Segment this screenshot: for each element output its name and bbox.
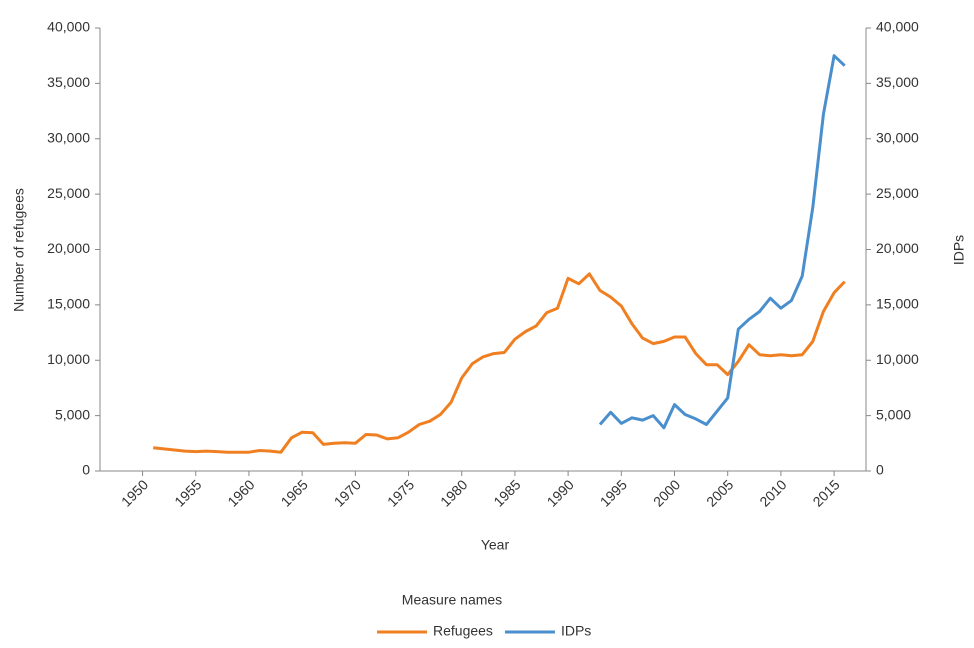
y2-tick-label: 30,000: [876, 129, 919, 145]
x-tick-label: 1990: [544, 476, 577, 509]
x-tick-label: 2005: [703, 476, 736, 509]
y-tick-label: 5,000: [55, 406, 90, 422]
x-tick-label: 1955: [171, 476, 204, 509]
y-tick-label: 10,000: [47, 351, 90, 367]
y2-tick-label: 25,000: [876, 185, 919, 201]
x-axis-title: Year: [481, 537, 510, 553]
x-tick-label: 1985: [490, 476, 523, 509]
legend-title: Measure names: [402, 592, 502, 608]
legend-label: Refugees: [433, 623, 493, 639]
y-tick-label: 20,000: [47, 240, 90, 256]
y-tick-label: 15,000: [47, 296, 90, 312]
x-tick-label: 1950: [118, 476, 151, 509]
y2-tick-label: 40,000: [876, 19, 919, 35]
x-tick-label: 1960: [224, 476, 257, 509]
y2-tick-label: 0: [876, 462, 884, 478]
series-line: [153, 272, 846, 454]
y-tick-label: 35,000: [47, 74, 90, 90]
y2-axis-title: IDPs: [951, 235, 967, 265]
x-tick-label: 2010: [756, 476, 789, 509]
x-tick-label: 1995: [597, 476, 630, 509]
y-tick-label: 25,000: [47, 185, 90, 201]
y2-tick-label: 20,000: [876, 240, 919, 256]
y2-tick-label: 35,000: [876, 74, 919, 90]
x-tick-label: 1965: [278, 476, 311, 509]
x-tick-label: 1970: [331, 476, 364, 509]
y-tick-label: 40,000: [47, 19, 90, 35]
x-tick-label: 2000: [650, 476, 683, 509]
y-axis-title: Number of refugees: [11, 188, 27, 312]
legend-label: IDPs: [561, 623, 591, 639]
x-tick-label: 2015: [809, 476, 842, 509]
y-tick-label: 0: [82, 462, 90, 478]
y-tick-label: 30,000: [47, 129, 90, 145]
x-tick-label: 1975: [384, 476, 417, 509]
y2-tick-label: 15,000: [876, 296, 919, 312]
series-line: [598, 54, 846, 430]
y2-tick-label: 10,000: [876, 351, 919, 367]
y2-tick-label: 5,000: [876, 406, 911, 422]
x-tick-label: 1980: [437, 476, 470, 509]
